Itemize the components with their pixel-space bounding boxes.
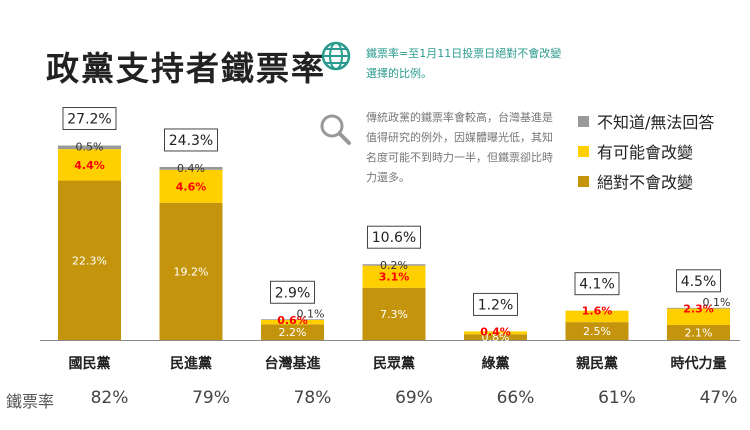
bar-unknown-3 (362, 264, 426, 266)
bar-never-change-2 (261, 324, 324, 340)
legend-swatch-never-change (578, 175, 589, 187)
category-label-4: 綠黨 (482, 355, 510, 372)
data-label-never-change-4: 0.8% (482, 331, 510, 344)
category-label-2: 台灣基進 (265, 355, 321, 372)
data-label-may-change-4: 0.4% (480, 325, 511, 338)
iron-rate-6: 47% (699, 388, 738, 408)
bar-may-change-6 (667, 308, 730, 325)
data-label-may-change-3: 3.1% (379, 271, 410, 284)
total-box-2 (270, 280, 315, 304)
iron-rate-0: 82% (90, 388, 129, 408)
bar-may-change-5 (565, 310, 629, 323)
bar-never-change-4 (464, 334, 527, 340)
legend-swatch-may-change (578, 145, 589, 157)
bar-may-change-3 (362, 265, 426, 288)
category-label-0: 國民黨 (69, 355, 111, 372)
iron-rate-5: 61% (598, 388, 636, 408)
data-label-unknown-3: 0.2% (380, 259, 408, 272)
data-label-never-change-6: 2.1% (685, 326, 713, 339)
total-label-6: 4.5% (681, 274, 717, 290)
iron-rate-2: 78% (293, 388, 332, 408)
legend-item-never-change: 絕對不會改變 (578, 166, 714, 196)
total-box-0 (62, 107, 117, 131)
analysis-note: 傳統政黨的鐵票率會較高，台灣基進是值得研究的例外，因媒體曝光低，其知名度可能不到… (366, 111, 553, 184)
total-label-0: 27.2% (67, 112, 111, 128)
iron-rate-3: 69% (395, 388, 433, 408)
data-label-never-change-0: 22.3% (72, 254, 107, 267)
bar-may-change-1 (159, 169, 223, 203)
iron-rate-row-label: 鐵票率 (6, 392, 55, 411)
total-label-1: 24.3% (169, 133, 213, 149)
category-label-5: 親民黨 (576, 355, 618, 372)
bar-unknown-6 (667, 307, 730, 309)
total-label-5: 4.1% (579, 277, 615, 293)
total-box-6 (676, 269, 721, 293)
bar-may-change-2 (261, 319, 324, 325)
data-label-may-change-0: 4.4% (74, 159, 105, 172)
data-label-unknown-2: 0.1% (297, 307, 325, 320)
bar-unknown-2 (261, 319, 324, 320)
globe-icon (321, 41, 351, 71)
iron-rate-1: 79% (192, 388, 230, 408)
total-box-3 (367, 225, 421, 249)
bar-never-change-3 (362, 287, 426, 340)
total-box-5 (574, 272, 620, 296)
legend: 不知道/無法回答 有可能會改變 絕對不會改變 (578, 106, 714, 196)
bar-unknown-1 (159, 166, 223, 170)
total-label-3: 10.6% (372, 230, 416, 246)
legend-label-may-change: 有可能會改變 (597, 143, 694, 162)
legend-swatch-unknown (578, 115, 589, 127)
total-box-1 (164, 128, 218, 152)
chart-title: 政黨支持者鐵票率 (46, 49, 326, 88)
data-label-unknown-6: 0.1% (703, 296, 731, 309)
bar-unknown-0 (58, 145, 121, 150)
iron-rate-definition: 鐵票率=至1月11日投票日絕對不會改變選擇的比例。 (366, 47, 562, 80)
data-label-never-change-3: 7.3% (380, 308, 408, 321)
bar-may-change-0 (58, 149, 121, 181)
legend-label-never-change: 絕對不會改變 (597, 173, 694, 192)
search-icon (320, 114, 351, 145)
data-label-may-change-2: 0.6% (277, 314, 308, 327)
legend-item-unknown: 不知道/無法回答 (578, 106, 714, 136)
total-box-4 (473, 292, 518, 316)
category-label-3: 民眾黨 (373, 355, 415, 372)
bar-never-change-6 (667, 324, 730, 340)
category-label-1: 民進黨 (170, 355, 212, 372)
total-label-4: 1.2% (478, 297, 514, 313)
category-label-6: 時代力量 (671, 355, 727, 372)
legend-item-may-change: 有可能會改變 (578, 136, 714, 166)
data-label-unknown-1: 0.4% (177, 162, 205, 175)
bar-may-change-4 (464, 331, 527, 335)
data-label-never-change-2: 2.2% (279, 326, 307, 339)
data-label-may-change-6: 2.3% (683, 303, 714, 316)
data-label-unknown-0: 0.5% (76, 141, 104, 154)
bar-never-change-5 (565, 322, 629, 340)
data-label-may-change-1: 4.6% (176, 180, 207, 193)
bar-never-change-1 (159, 202, 223, 340)
data-label-never-change-5: 2.5% (583, 325, 611, 338)
legend-label-unknown: 不知道/無法回答 (597, 113, 715, 132)
data-label-may-change-5: 1.6% (582, 305, 613, 318)
bar-never-change-0 (58, 180, 121, 340)
total-label-2: 2.9% (275, 285, 311, 301)
data-label-never-change-1: 19.2% (174, 265, 209, 278)
iron-rate-4: 66% (496, 388, 535, 408)
